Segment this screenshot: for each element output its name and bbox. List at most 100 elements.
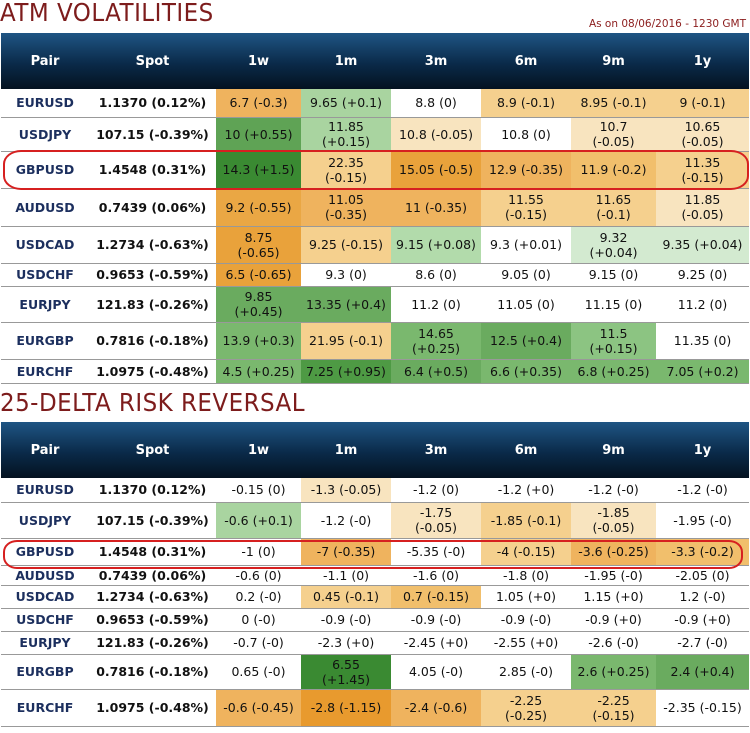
value: 9.35 [662,237,691,252]
value: 11 [405,199,421,215]
pair-cell: USDJPY [1,502,89,539]
value-cell: 11.65 (-0.1) [571,188,656,227]
value: 6.5 [225,267,246,282]
table-row-eurchf: EURCHF 1.0975 (-0.48%) 4.5 (+0.25) 7.25 (+0… [1,359,749,384]
pair-cell: USDCAD [1,226,89,264]
value: 9 [679,95,688,111]
value-cell: -1.85 (-0.05) [571,502,656,539]
value: 11.35 [673,333,710,348]
value: -0.9 [674,612,699,627]
value: -1.75 [419,505,453,520]
value: 7.05 [666,363,695,379]
value: 9.15 [396,237,424,252]
value-cell: -4 (-0.15) [481,538,571,566]
change: (+0.4) [694,664,735,679]
value: -1.2 [320,512,346,528]
change: (-0.1) [527,512,562,528]
change: (-0.2) [699,544,734,559]
value-cell: -1 (0) [216,538,301,566]
change: (-0.1) [348,333,383,348]
atm-title: ATM VOLATILITIES [0,0,214,27]
change: (-0.05) [681,134,724,149]
column-header: 3m [391,422,481,478]
change: (0) [620,267,639,282]
value: -0.9 [500,612,526,627]
value-cell: 6.55 (+1.45) [301,654,391,690]
change: (-0) [530,664,554,679]
spot-cell: 1.1370 (0.12%) [89,478,216,503]
value-cell: 9.35 (+0.04) [656,226,749,264]
value-cell: -1.2 (0) [391,478,481,503]
value-cell: -0.9 (+0) [571,608,656,632]
change: (-0) [263,664,286,679]
change: (+0) [702,612,731,627]
value: 15.05 [399,162,435,177]
value: 9.32 [599,229,628,245]
value-cell: -2.6 (-0) [571,631,656,655]
spot-cell: 0.7816 (-0.18%) [89,322,216,360]
value-cell: 9.65 (+0.1) [301,89,391,118]
value: -2.55 [493,635,527,650]
value-cell: -1.3 (-0.05) [301,478,391,503]
change: (-0.3) [253,95,288,111]
spot-cell: 0.7816 (-0.18%) [89,654,216,690]
column-header: 1w [216,422,301,478]
value-cell: -1.2 (+0) [481,478,571,503]
change: (-0.05) [430,126,473,142]
value-cell: 10.7 (-0.05) [571,117,656,152]
change: (-0) [709,512,732,528]
value-cell: -2.3 (+0) [301,631,391,655]
value-cell: -2.25 (-0.15) [571,689,656,727]
value-cell: 14.3 (+1.5) [216,151,301,189]
value-cell: 15.05 (-0.5) [391,151,481,189]
value-cell: 8.9 (-0.1) [481,89,571,118]
change: (-0.1) [691,95,726,111]
spot-cell: 1.4548 (0.31%) [89,151,216,189]
value: 8.75 [244,229,273,245]
change: (+0.15) [321,134,371,149]
value-cell: 8.75 (-0.65) [216,226,301,264]
value-cell: 9.15 (+0.08) [391,226,481,264]
value: -1.8 [502,567,528,583]
value-cell: 9.2 (-0.55) [216,188,301,227]
change: (-0.1) [612,95,647,111]
value-cell: 11.2 (0) [391,286,481,323]
change: (-0.1) [596,207,631,222]
value-cell: -2.55 (+0) [481,631,571,655]
value-cell: -1.75 (-0.05) [391,502,481,539]
value-cell: 9.05 (0) [481,263,571,287]
pair-cell: EURJPY [1,631,89,655]
header-row: Pair Spot 1w 1m 3m 6m 9m 1y [1,422,749,478]
pair-cell: GBPUSD [1,151,89,189]
spot-cell: 1.2734 (-0.63%) [89,226,216,264]
value: 9.15 [588,267,617,282]
value: 9.3 [490,237,510,252]
value: -2.05 [675,567,708,583]
pair-cell: EURGBP [1,654,89,690]
pair-cell: EURUSD [1,89,89,118]
change: (-0) [349,512,372,528]
change: (-0.65) [237,244,280,260]
pair-cell: USDJPY [1,117,89,152]
spot-cell: 121.83 (-0.26%) [89,286,216,323]
table-row-usdjpy: USDJPY 107.15 (-0.39%) 10 (+0.55) 11.85 (+0.… [1,117,749,152]
value: 11.85 [684,192,721,207]
change: (-0) [705,635,728,650]
value: 11.05 [328,192,364,207]
value: 10.8 [399,126,427,142]
change: (+0) [527,589,556,604]
value: -0.9 [320,612,346,627]
value: 6.55 [332,656,360,672]
value: 10.65 [684,119,721,134]
change: (+0.45) [234,304,283,319]
value-cell: 13.9 (+0.3) [216,322,301,360]
change: (0) [263,567,282,583]
value: -7 [316,544,330,559]
change: (+0.15) [589,340,638,356]
change: (-0.15) [681,169,724,185]
value-cell: 7.25 (+0.95) [301,359,391,384]
value-cell: 0.2 (-0) [216,585,301,609]
value-cell: -0.9 (-0) [301,608,391,632]
change: (-0) [261,635,284,650]
value: -2.35 [663,700,696,715]
